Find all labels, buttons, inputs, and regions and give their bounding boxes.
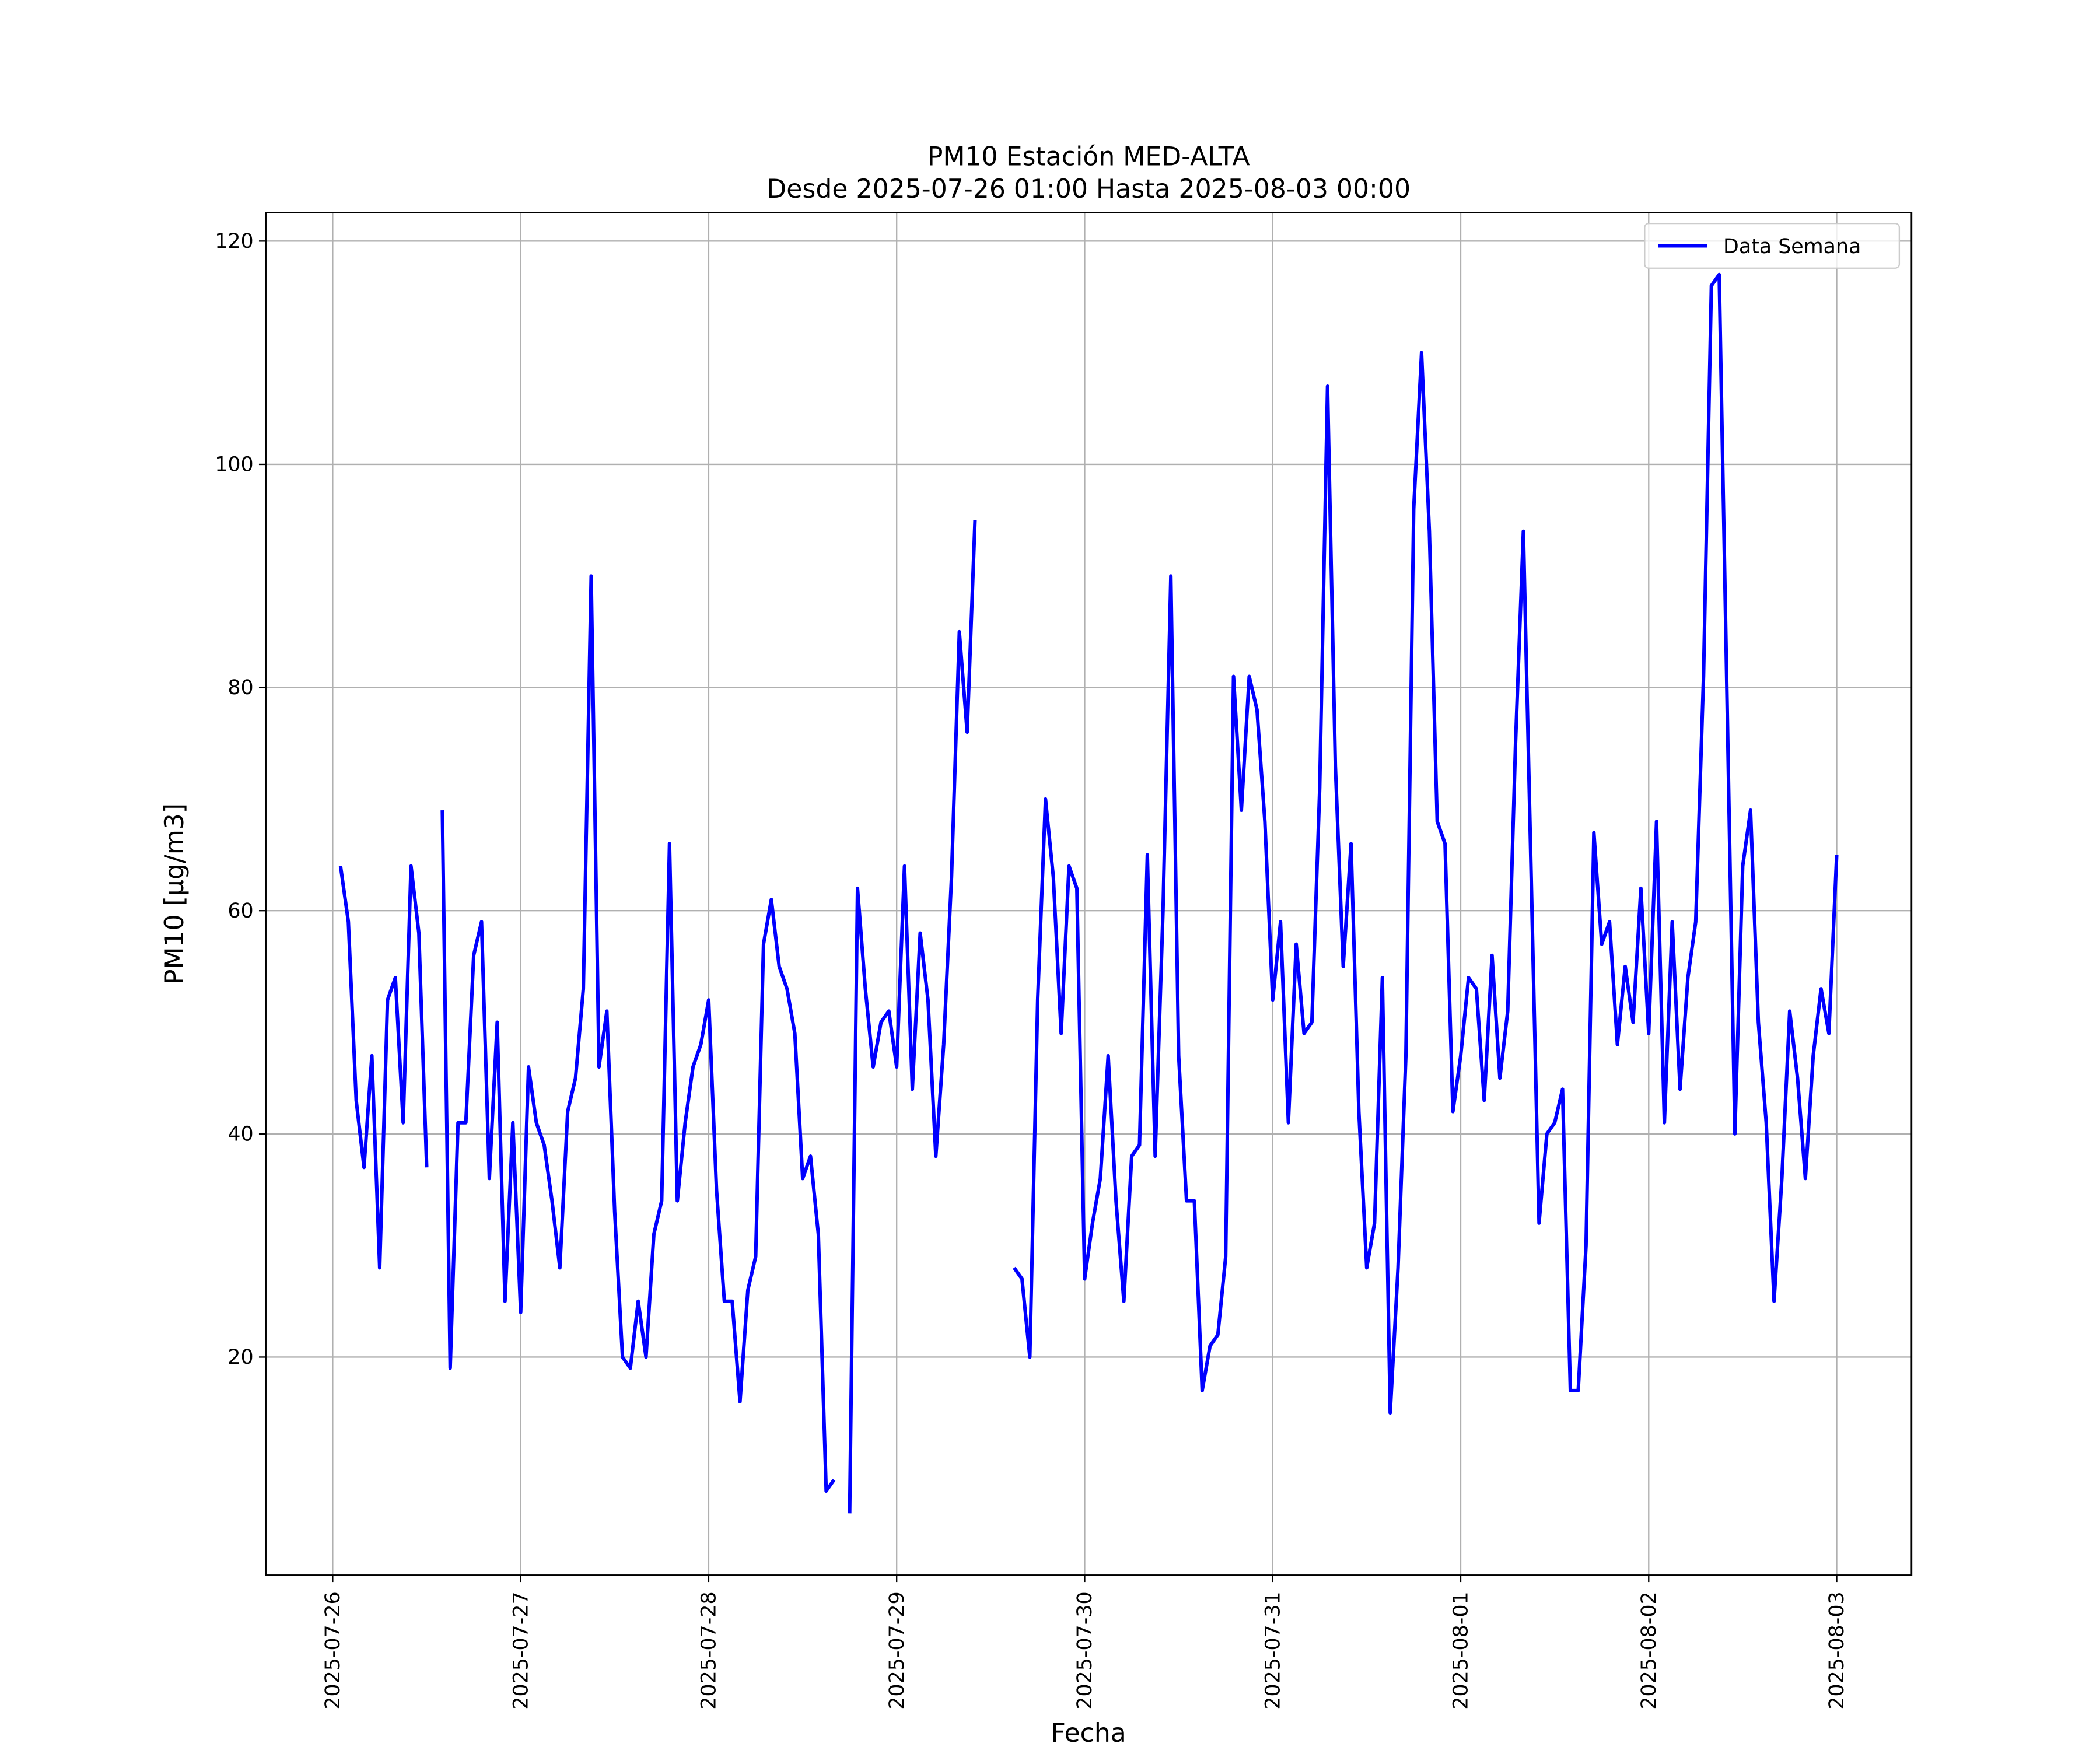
x-tick-label: 2025-07-29 — [886, 1591, 909, 1709]
chart-title: PM10 Estación MED-ALTA — [928, 142, 1250, 172]
y-axis-label: PM10 [μg/m3] — [160, 803, 190, 985]
axes-frame — [265, 212, 1913, 1576]
x-tick-label: 2025-07-26 — [321, 1591, 345, 1709]
x-tick-label: 2025-07-28 — [698, 1591, 721, 1709]
y-tick-label: 40 — [228, 1122, 253, 1146]
axes: 20 40 60 80 100 120 2025-07-26 2025-07-27 2025-0… — [215, 230, 1849, 1710]
y-tick-label: 20 — [228, 1346, 253, 1369]
legend-label: Data Semana — [1723, 235, 1861, 258]
legend-box — [1644, 222, 1901, 269]
x-tick-label: 2025-07-31 — [1261, 1591, 1284, 1709]
legend: Data Semana — [1644, 222, 1901, 269]
plot-area — [338, 272, 1839, 1514]
x-tick-label: 2025-07-27 — [509, 1591, 533, 1709]
data-line — [338, 272, 1839, 1514]
x-axis-label: Fecha — [1051, 1718, 1126, 1748]
y-tick-label: 60 — [228, 900, 253, 923]
y-tick-label: 80 — [228, 676, 253, 699]
chart-subtitle: Desde 2025-07-26 01:00 Hasta 2025-08-03 … — [766, 174, 1410, 204]
x-tick-label: 2025-08-01 — [1450, 1591, 1473, 1709]
x-tick-label: 2025-08-03 — [1825, 1591, 1849, 1709]
x-tick-label: 2025-08-02 — [1637, 1591, 1661, 1709]
x-tick-label: 2025-07-30 — [1073, 1591, 1097, 1709]
y-tick-label: 120 — [215, 230, 253, 253]
y-tick-label: 100 — [215, 453, 253, 477]
